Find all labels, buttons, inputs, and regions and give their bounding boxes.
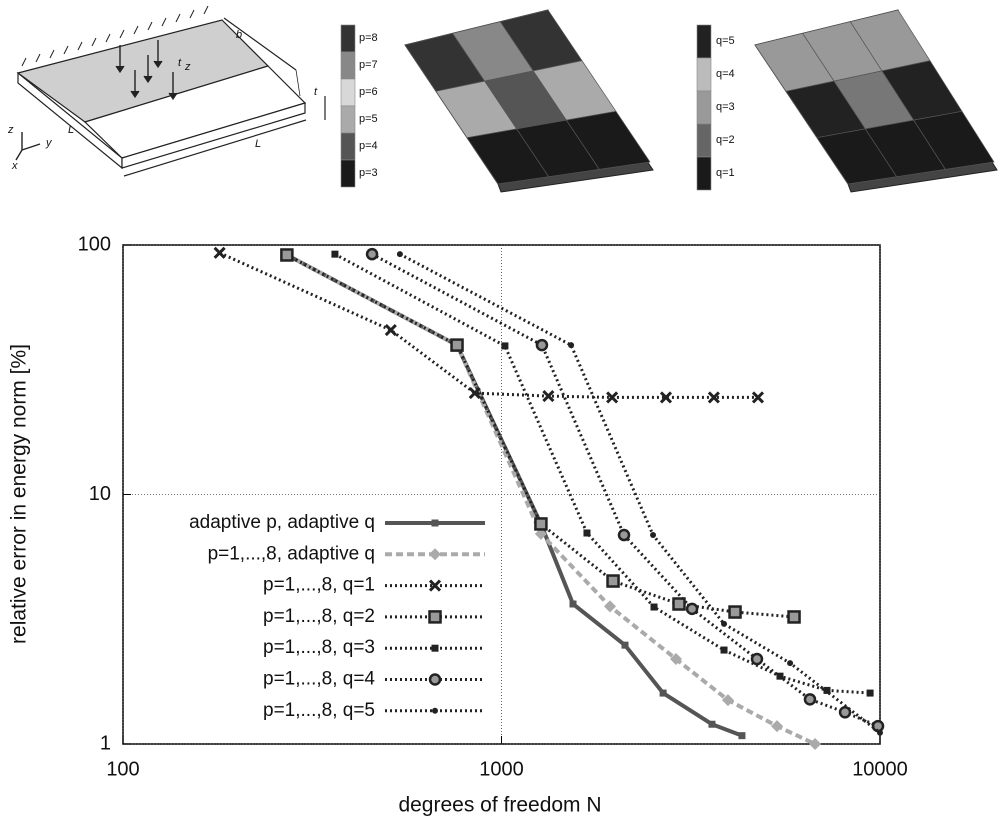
sketch-label: t	[314, 86, 318, 98]
p-legend-label: p=3	[359, 167, 378, 179]
y-tick-label: 100	[78, 233, 111, 255]
legend-marker	[432, 645, 439, 652]
series-line	[287, 255, 742, 736]
legend-label: p=1,...,8, q=3	[263, 637, 375, 658]
marker	[787, 660, 793, 666]
colorbar-q	[697, 25, 711, 190]
marker	[570, 601, 577, 608]
marker	[738, 732, 745, 739]
marker	[752, 654, 762, 664]
marker	[543, 391, 553, 401]
marker	[386, 325, 396, 335]
q-legend-label: q=2	[716, 134, 735, 146]
marker	[867, 690, 874, 697]
sketch-label: L	[255, 138, 261, 150]
marker	[660, 690, 667, 697]
marker	[721, 621, 727, 627]
legend-marker	[432, 708, 438, 714]
y-axis-label: relative error in energy norm [%]	[8, 344, 31, 644]
legend-marker	[430, 611, 441, 622]
p-legend-label: p=4	[359, 140, 378, 152]
p-legend-label: p=5	[359, 113, 378, 125]
x-tick-label: 1000	[479, 758, 524, 780]
series-line	[220, 253, 758, 398]
marker	[805, 694, 815, 704]
marker	[877, 730, 883, 736]
sketch-label: L	[68, 124, 74, 136]
figure: degrees of freedom N relative error in e…	[0, 0, 1001, 820]
x-axis-label: degrees of freedom N	[398, 794, 601, 817]
marker	[568, 342, 574, 348]
marker	[753, 392, 763, 402]
p-legend-label: p=6	[359, 86, 378, 98]
legend-label: p=1,...,8, q=2	[263, 606, 375, 627]
marker	[809, 738, 821, 750]
y-tick-label: 10	[89, 483, 111, 505]
marker	[604, 600, 616, 612]
q-legend-label: q=4	[716, 68, 735, 80]
p-legend-label: p=8	[359, 32, 378, 44]
x-tick-label: 100	[106, 758, 139, 780]
marker	[367, 249, 377, 259]
sketch-label: b	[236, 29, 242, 41]
marker	[708, 721, 715, 728]
marker	[789, 611, 800, 622]
marker	[281, 249, 292, 260]
sketch-label: z	[184, 61, 191, 73]
legend-marker	[430, 675, 440, 685]
sketch-label: x	[11, 160, 18, 172]
chart: degrees of freedom N relative error in e…	[8, 233, 908, 816]
marker	[619, 530, 629, 540]
marker	[730, 607, 741, 618]
marker	[650, 532, 656, 538]
marker	[397, 251, 403, 257]
legend-marker	[432, 520, 439, 527]
marker	[452, 340, 463, 351]
marker	[622, 642, 629, 649]
q-legend-label: q=1	[716, 167, 735, 179]
q-legend-label: q=5	[716, 35, 735, 47]
legend-label: p=1,...,8, q=5	[263, 700, 375, 721]
marker	[721, 647, 728, 654]
legend-label: p=1,...,8, q=1	[263, 575, 375, 596]
marker	[215, 248, 225, 258]
legend-label: p=1,...,8, q=4	[263, 669, 375, 690]
marker	[501, 342, 508, 349]
q-legend-label: q=3	[716, 101, 735, 113]
marker	[608, 576, 619, 587]
marker	[673, 599, 684, 610]
marker	[537, 340, 547, 350]
legend-label: adaptive p, adaptive q	[189, 512, 375, 533]
series-line	[372, 254, 878, 726]
p-legend-label: p=7	[359, 59, 378, 71]
sketch-label: z	[7, 124, 14, 136]
colorbar-p	[341, 25, 355, 187]
marker	[331, 251, 338, 258]
marker	[687, 604, 697, 614]
legend-marker	[429, 548, 441, 560]
marker	[535, 518, 546, 529]
marker	[583, 529, 590, 536]
marker	[651, 604, 658, 611]
y-tick-label: 1	[100, 732, 111, 754]
legend-label: p=1,...,8, adaptive q	[208, 543, 375, 564]
sketch-label: y	[45, 137, 53, 149]
x-tick-label: 10000	[852, 758, 908, 780]
plate-sketch	[16, 6, 325, 176]
